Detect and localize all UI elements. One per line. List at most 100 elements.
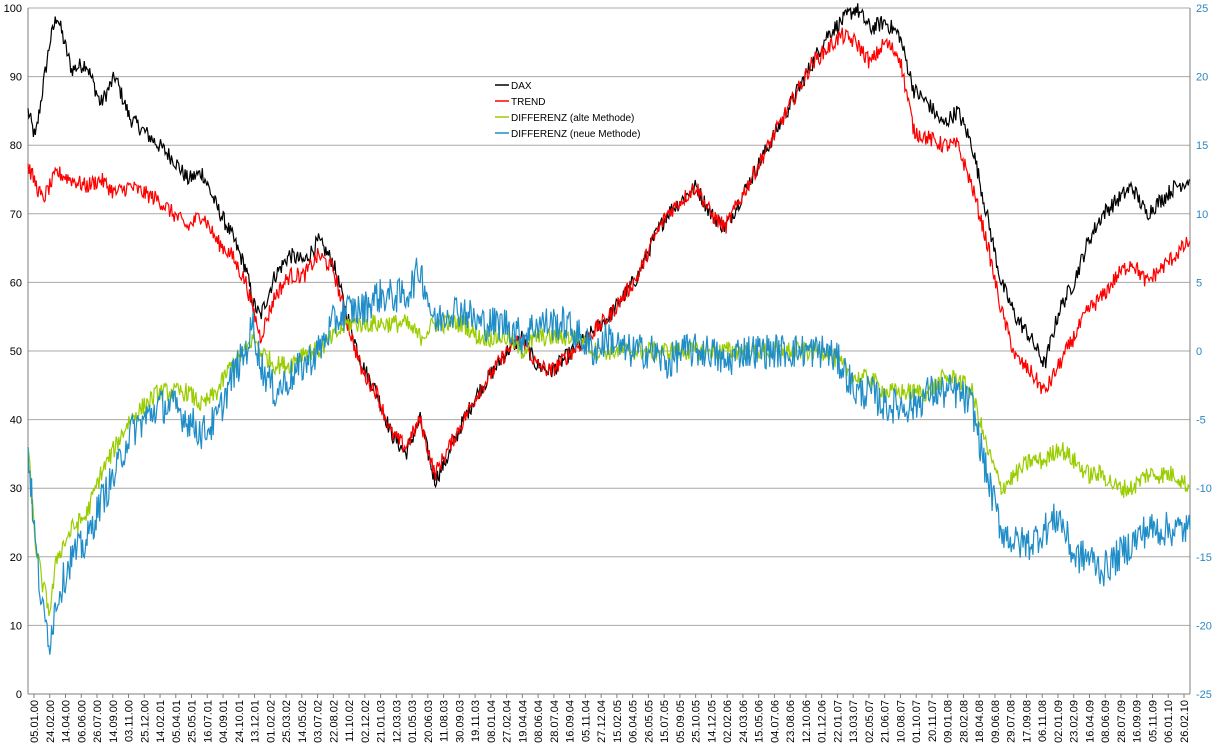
x-tick-label: 05.04.01 xyxy=(171,700,183,743)
series-line-1 xyxy=(27,27,1191,481)
x-tick-label: 25.10.05 xyxy=(691,700,703,743)
y-left-tick-label: 90 xyxy=(10,72,22,84)
x-tick-label: 27.02.04 xyxy=(502,700,514,743)
x-tick-label: 06.01.10 xyxy=(1163,700,1175,743)
x-tick-label: 02.01.09 xyxy=(1053,700,1065,743)
x-tick-label: 02.12.02 xyxy=(360,700,372,743)
x-tick-label: 16.09.04 xyxy=(565,700,577,743)
x-tick-label: 22.01.07 xyxy=(832,700,844,743)
x-tick-label: 15.07.05 xyxy=(659,700,671,743)
x-tick-label: 01.10.07 xyxy=(911,700,923,743)
x-tick-label: 12.10.06 xyxy=(801,700,813,743)
x-tick-label: 14.04.00 xyxy=(61,700,73,743)
legend-label: DAX xyxy=(511,81,532,92)
y-axis-left: 0 10 20 30 40 50 60 70 80 90 100 xyxy=(4,3,22,701)
x-tick-label: 22.08.02 xyxy=(328,700,340,743)
x-tick-label: 28.02.08 xyxy=(958,700,970,743)
x-tick-label: 06.06.00 xyxy=(76,700,88,743)
series-lines xyxy=(27,3,1191,655)
y-left-tick-label: 70 xyxy=(10,209,22,221)
x-tick-label: 24.10.01 xyxy=(234,700,246,743)
x-tick-label: 02.05.07 xyxy=(864,700,876,743)
x-tick-label: 09.01.08 xyxy=(943,700,955,743)
x-tick-label: 26.07.00 xyxy=(92,700,104,743)
y-left-tick-label: 100 xyxy=(4,3,22,15)
x-tick-label: 05.11.04 xyxy=(580,700,592,742)
x-tick-label: 05.11.09 xyxy=(1147,700,1159,742)
x-tick-label: 15.02.05 xyxy=(612,700,624,743)
y-right-tick-label: -25 xyxy=(1196,689,1212,701)
x-tick-label: 03.11.00 xyxy=(124,700,136,742)
y-right-tick-label: 0 xyxy=(1196,346,1202,358)
x-tick-label: 01.12.06 xyxy=(817,700,829,743)
x-tick-label: 16.09.09 xyxy=(1132,700,1144,743)
x-tick-label: 08.06.04 xyxy=(533,700,545,743)
x-tick-label: 20.06.03 xyxy=(423,700,435,743)
x-tick-label: 26.02.10 xyxy=(1179,700,1191,743)
x-tick-label: 24.02.00 xyxy=(45,700,57,743)
x-tick-label: 29.07.08 xyxy=(1006,700,1018,743)
x-tick-label: 09.06.08 xyxy=(990,700,1002,743)
x-tick-label: 25.03.02 xyxy=(281,700,293,743)
x-axis: 05.01.00 24.02.00 14.04.00 06.06.00 26.07.00… xyxy=(29,694,1191,743)
x-tick-label: 28.07.09 xyxy=(1116,700,1128,743)
x-tick-label: 10.08.07 xyxy=(895,700,907,743)
x-tick-label: 01.05.03 xyxy=(407,700,419,743)
y-right-tick-label: 15 xyxy=(1196,140,1208,152)
x-tick-label: 25.05.01 xyxy=(187,700,199,743)
y-left-tick-label: 20 xyxy=(10,552,22,564)
y-right-tick-label: -10 xyxy=(1196,483,1212,495)
x-tick-label: 05.01.00 xyxy=(29,700,41,743)
x-tick-label: 16.07.01 xyxy=(202,700,214,743)
y-left-tick-label: 10 xyxy=(10,620,22,632)
x-tick-label: 06.04.05 xyxy=(628,700,640,743)
y-left-tick-label: 0 xyxy=(16,689,22,701)
legend-label: TREND xyxy=(511,97,545,108)
x-tick-label: 24.03.06 xyxy=(738,700,750,743)
y-left-tick-label: 60 xyxy=(10,277,22,289)
series-line-2 xyxy=(27,314,1191,617)
y-axis-right: -25 -20 -15 -10 -5 0 5 10 15 20 25 xyxy=(1196,3,1212,701)
x-tick-label: 30.09.03 xyxy=(454,700,466,743)
x-tick-label: 21.06.07 xyxy=(880,700,892,743)
x-tick-label: 19.04.04 xyxy=(517,700,529,743)
y-right-tick-label: -20 xyxy=(1196,620,1212,632)
x-tick-label: 02.02.06 xyxy=(722,700,734,743)
x-tick-label: 20.11.07 xyxy=(927,700,939,742)
y-left-tick-label: 30 xyxy=(10,483,22,495)
y-right-tick-label: -15 xyxy=(1196,552,1212,564)
x-tick-label: 14.02.01 xyxy=(155,700,167,743)
x-tick-label: 19.11.03 xyxy=(470,700,482,742)
series-line-3 xyxy=(27,257,1191,655)
y-right-tick-label: 5 xyxy=(1196,277,1202,289)
y-right-tick-label: 10 xyxy=(1196,209,1208,221)
x-tick-label: 05.09.05 xyxy=(675,700,687,743)
x-tick-label: 04.09.01 xyxy=(218,700,230,743)
x-tick-label: 03.07.02 xyxy=(313,700,325,743)
x-tick-label: 01.02.02 xyxy=(265,700,277,743)
x-tick-label: 23.08.06 xyxy=(785,700,797,743)
series-line-0 xyxy=(27,3,1191,489)
x-tick-label: 27.12.04 xyxy=(596,700,608,743)
x-tick-label: 11.08.03 xyxy=(439,700,451,742)
y-left-tick-label: 40 xyxy=(10,415,22,427)
x-tick-label: 26.05.05 xyxy=(643,700,655,743)
x-tick-label: 14.09.00 xyxy=(108,700,120,743)
legend-label: DIFFERENZ (alte Methode) xyxy=(511,113,634,124)
legend-label: DIFFERENZ (neue Methode) xyxy=(511,129,641,140)
x-tick-label: 25.12.00 xyxy=(139,700,151,743)
x-tick-label: 14.05.02 xyxy=(297,700,309,743)
x-tick-label: 15.05.06 xyxy=(754,700,766,743)
y-right-tick-label: 20 xyxy=(1196,72,1208,84)
x-tick-label: 04.07.06 xyxy=(769,700,781,743)
x-tick-label: 17.09.08 xyxy=(1021,700,1033,743)
x-tick-label: 12.03.03 xyxy=(391,700,403,743)
x-tick-label: 16.04.09 xyxy=(1084,700,1096,743)
y-left-tick-label: 50 xyxy=(10,346,22,358)
y-left-tick-label: 80 xyxy=(10,140,22,152)
x-tick-label: 13.03.07 xyxy=(848,700,860,743)
y-right-tick-label: -5 xyxy=(1196,415,1206,427)
x-tick-label: 28.07.04 xyxy=(549,700,561,743)
x-tick-label: 06.11.08 xyxy=(1037,700,1049,742)
